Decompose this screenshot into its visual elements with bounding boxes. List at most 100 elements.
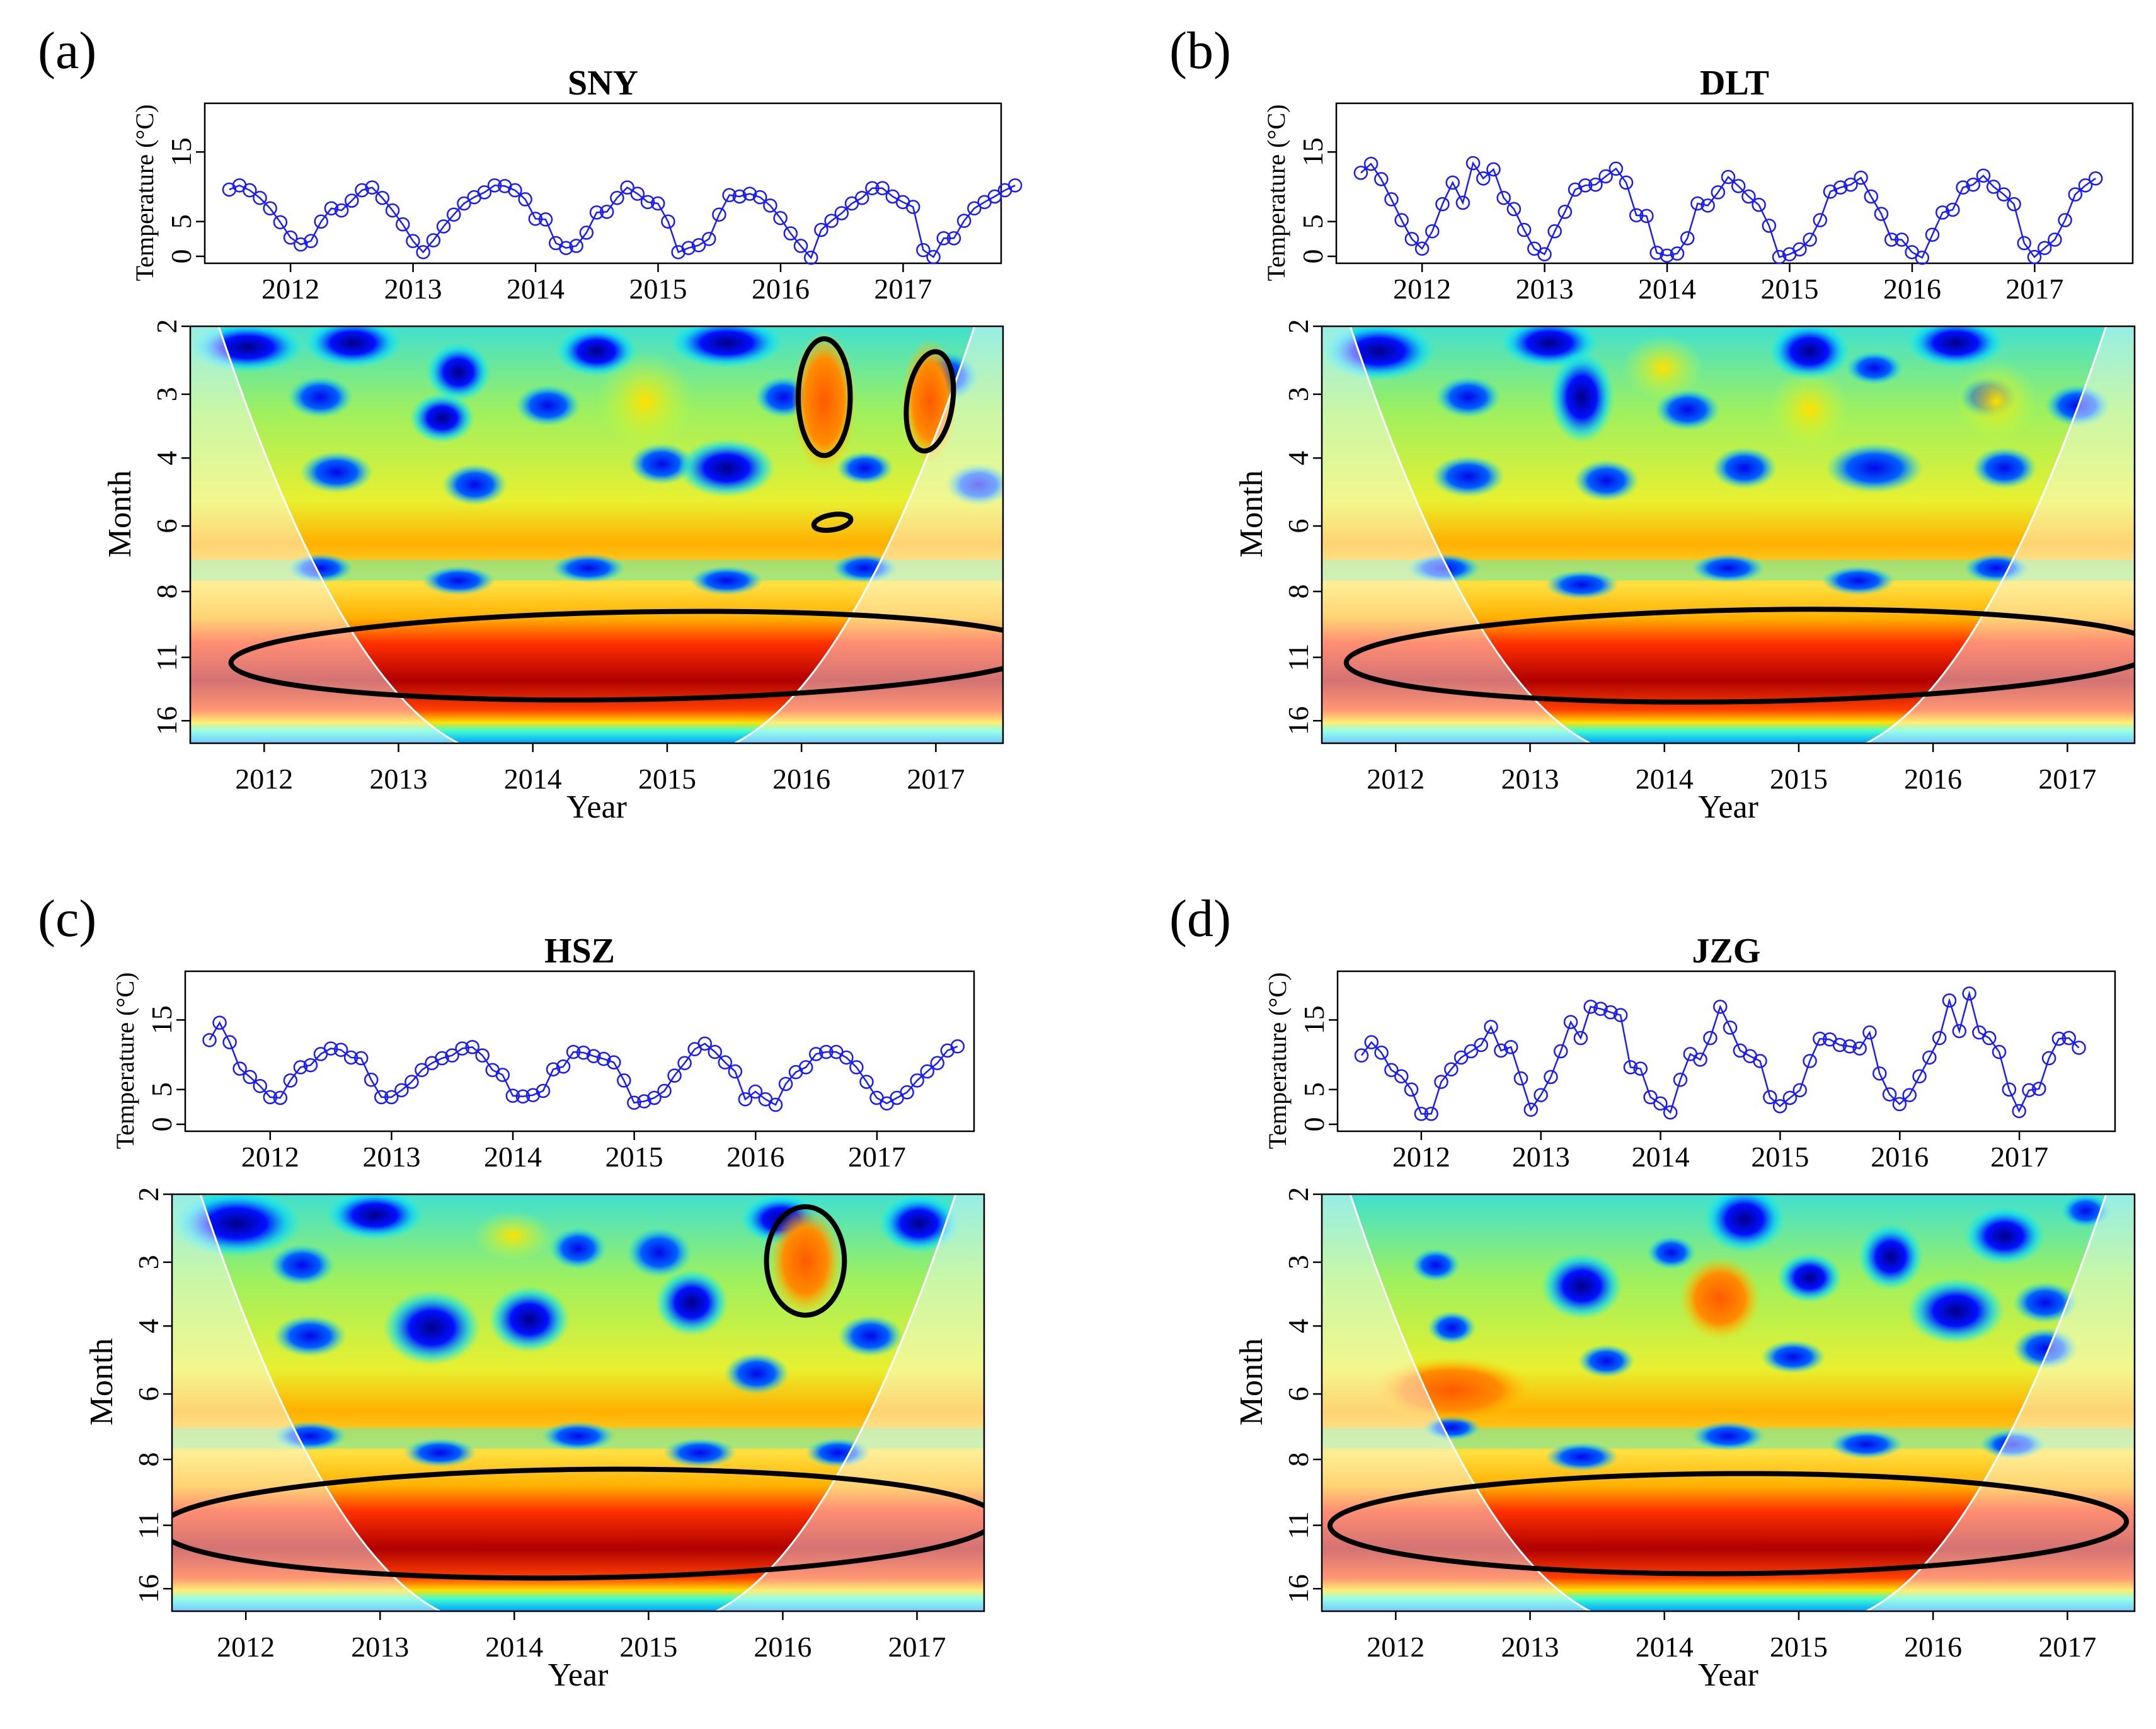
temperature-point bbox=[2061, 1030, 2077, 1046]
power-blob bbox=[1370, 1357, 1534, 1424]
power-blob bbox=[1704, 1194, 1786, 1253]
power-blob bbox=[1830, 1430, 1903, 1459]
year-tick-label: 2017 bbox=[2038, 1631, 2096, 1663]
heatmap-frame bbox=[1321, 1193, 2136, 1612]
cone-of-influence-right bbox=[716, 1194, 984, 1611]
heatmap-frame bbox=[1321, 325, 2136, 745]
power-blob bbox=[1322, 326, 1436, 381]
temperature-point bbox=[1455, 195, 1471, 210]
temperature-point bbox=[1753, 1054, 1767, 1068]
temperature-point bbox=[1962, 986, 1976, 1001]
year-tick-label: 2017 bbox=[2038, 763, 2096, 795]
temperature-point bbox=[1414, 241, 1430, 256]
period-tick-label: 8 bbox=[1282, 585, 1314, 599]
temperature-point bbox=[900, 1085, 914, 1100]
power-blob bbox=[287, 376, 353, 418]
temperature-point bbox=[701, 232, 716, 246]
temperature-point bbox=[1547, 224, 1562, 239]
temperature-point bbox=[586, 1049, 601, 1063]
y-axis-label: Temperature (°C) bbox=[111, 973, 139, 1150]
temperature-point bbox=[2068, 187, 2083, 202]
temperature-point bbox=[465, 1040, 479, 1054]
y-tick-label: 0 bbox=[1298, 1117, 1330, 1131]
power-blob bbox=[670, 326, 784, 368]
temperature-point bbox=[508, 183, 522, 198]
period-tick-label: 2 bbox=[1282, 319, 1314, 334]
x-tick-label: 2014 bbox=[484, 1141, 542, 1173]
temperature-point bbox=[905, 200, 920, 214]
panel-label: (a) bbox=[38, 21, 96, 80]
coi-edge-left bbox=[217, 326, 459, 743]
temperature-point bbox=[1813, 1031, 1827, 1046]
temperature-point bbox=[487, 178, 502, 193]
temperature-point bbox=[1772, 1098, 1787, 1114]
significance-contour bbox=[228, 608, 1003, 703]
year-tick-label: 2017 bbox=[888, 1631, 946, 1663]
temperature-point bbox=[1902, 1088, 1917, 1102]
temperature-point bbox=[1762, 219, 1777, 233]
temperature-point bbox=[748, 1084, 763, 1099]
temperature-point bbox=[273, 1090, 288, 1105]
temperature-point bbox=[1404, 232, 1419, 246]
temperature-point bbox=[859, 1075, 874, 1089]
temperature-point bbox=[2017, 236, 2032, 251]
temperature-point bbox=[2078, 178, 2093, 193]
period-tick-label: 6 bbox=[1282, 1387, 1314, 1401]
temperature-series-line bbox=[229, 184, 1016, 260]
y-tick-label: 5 bbox=[1298, 1082, 1330, 1097]
power-blob bbox=[549, 1227, 607, 1270]
temperature-point bbox=[630, 186, 645, 201]
temperature-point bbox=[528, 212, 543, 226]
x-tick-label: 2016 bbox=[752, 273, 810, 305]
temperature-point bbox=[1700, 198, 1715, 213]
temperature-point bbox=[283, 230, 298, 245]
year-tick-label: 2012 bbox=[1367, 1631, 1425, 1663]
year-tick-label: 2017 bbox=[907, 763, 965, 795]
temperature-point bbox=[967, 201, 982, 216]
temperature-point bbox=[865, 181, 880, 195]
temperature-point bbox=[752, 190, 767, 205]
temperature-point bbox=[1976, 168, 1991, 183]
power-blob bbox=[724, 1352, 789, 1395]
y-tick-label: 15 bbox=[165, 137, 197, 166]
temperature-point bbox=[1864, 189, 1879, 204]
temperature-point bbox=[1523, 1102, 1539, 1117]
temperature-point bbox=[515, 1089, 530, 1104]
temperature-point bbox=[783, 226, 798, 241]
temperature-point bbox=[1874, 207, 1889, 221]
temperature-point bbox=[2058, 213, 2072, 227]
cone-of-influence-left bbox=[190, 326, 459, 743]
temperature-point bbox=[1660, 248, 1675, 263]
temperature-point bbox=[1884, 232, 1899, 247]
x-tick-label: 2017 bbox=[874, 273, 932, 305]
temperature-point bbox=[505, 1088, 520, 1103]
x-tick-label: 2012 bbox=[1392, 1141, 1450, 1173]
temperature-point bbox=[243, 183, 257, 198]
temperature-point bbox=[1763, 1090, 1777, 1105]
wavelet-heatmap bbox=[190, 326, 1003, 743]
temperature-point bbox=[1731, 179, 1746, 193]
temperature-point bbox=[1723, 1020, 1738, 1035]
cone-of-influence-right bbox=[735, 326, 1003, 743]
temperature-point bbox=[1843, 177, 1858, 192]
temperature-series-line bbox=[1360, 161, 2096, 259]
temperature-point bbox=[1922, 1050, 1937, 1065]
temperature-point bbox=[1486, 162, 1501, 177]
x-tick-label: 2013 bbox=[1516, 273, 1574, 305]
temperature-point bbox=[1892, 1097, 1907, 1112]
temperature-point bbox=[518, 192, 532, 207]
y-tick-label: 15 bbox=[1297, 137, 1329, 166]
temperature-point bbox=[607, 1055, 621, 1070]
month-axis-label: Month bbox=[84, 1338, 120, 1426]
temperature-point bbox=[691, 238, 706, 253]
y-tick-label: 15 bbox=[1298, 1005, 1330, 1034]
temperature-point bbox=[1986, 180, 2001, 194]
power-blob bbox=[1858, 1223, 1924, 1291]
temperature-point bbox=[345, 193, 359, 208]
temperature-point bbox=[1394, 1069, 1409, 1084]
significance-contour bbox=[795, 336, 853, 459]
period-tick-label: 4 bbox=[1282, 1319, 1314, 1333]
power-blob bbox=[304, 326, 402, 368]
